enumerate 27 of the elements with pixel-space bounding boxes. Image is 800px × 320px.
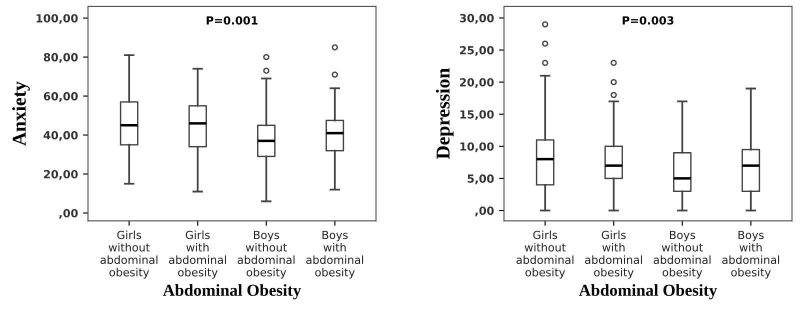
x-axis-title: Abdominal Obesity: [162, 284, 302, 300]
x-tick-label: Girls without abdominal obesity: [516, 230, 574, 279]
y-tick-label: 10,00: [460, 142, 494, 152]
y-axis-title: Depression: [436, 68, 454, 159]
y-tick-label: ,00: [59, 208, 78, 219]
x-tick-label: Girls without abdominal obesity: [100, 230, 158, 279]
x-tick-label: Girls with abdominal obesity: [585, 230, 642, 279]
y-tick-label: 20,00: [460, 78, 494, 88]
y-tick-label: ,00: [475, 206, 494, 216]
annotation: P=0.001: [206, 16, 258, 25]
y-tick-label: 40,00: [44, 131, 78, 141]
y-tick-label: 60,00: [44, 92, 78, 102]
annotation: P=0.003: [622, 16, 674, 25]
x-tick-label: Boys with abdominal obesity: [306, 230, 364, 279]
y-tick-label: 30,00: [460, 14, 494, 24]
y-tick-label: 25,00: [460, 46, 494, 56]
y-tick-label: 15,00: [460, 110, 494, 120]
x-axis-title: Abdominal Obesity: [578, 284, 718, 300]
y-axis-title: Anxiety: [12, 81, 30, 146]
x-tick-label: Boys with abdominal obesity: [722, 230, 780, 279]
x-tick-label: Girls with abdominal obesity: [169, 230, 226, 279]
x-tick-label: Boys without abdominal obesity: [238, 230, 295, 279]
y-tick-label: 80,00: [44, 53, 78, 63]
y-tick-label: 100,00: [36, 14, 78, 24]
y-tick-label: 20,00: [44, 170, 78, 180]
x-tick-label: Boys without abdominal obesity: [654, 230, 711, 279]
y-tick-label: 5,00: [468, 174, 494, 184]
